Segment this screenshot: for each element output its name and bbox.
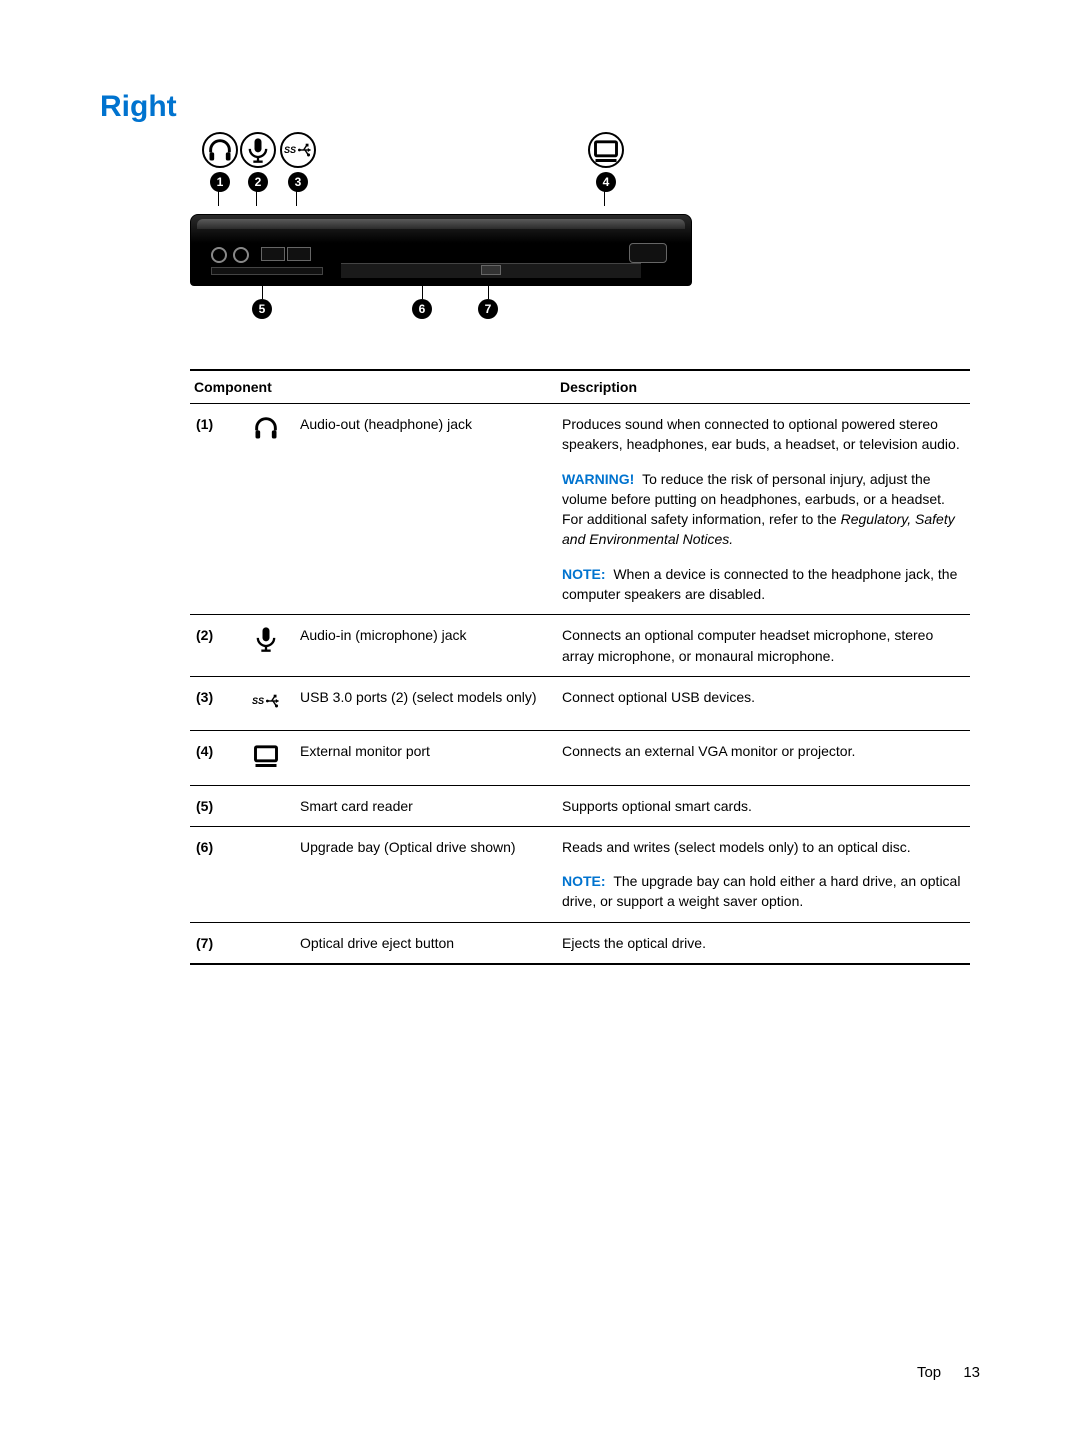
- table-row: (3) USB 3.0 ports (2) (select models onl…: [190, 676, 970, 730]
- row-component: Smart card reader: [294, 785, 556, 826]
- headphone-icon: [206, 136, 234, 164]
- right-side-figure: 1 2 3 4: [190, 144, 690, 349]
- row-number: (3): [190, 676, 238, 730]
- callout-3: 3: [280, 132, 316, 192]
- row-icon: [238, 676, 294, 730]
- row-component: USB 3.0 ports (2) (select models only): [294, 676, 556, 730]
- table-row: (1) Audio-out (headphone) jack Produces …: [190, 404, 970, 615]
- description-text: Connects an external VGA monitor or proj…: [562, 741, 964, 761]
- callout-5: 5: [252, 299, 272, 319]
- callout-2: 2: [240, 132, 276, 192]
- table-row: (5) Smart card reader Supports optional …: [190, 785, 970, 826]
- row-component: External monitor port: [294, 731, 556, 785]
- callout-4: 4: [588, 132, 624, 192]
- row-icon: [238, 731, 294, 785]
- components-table-wrap: Component Description (1) Audio-out (hea…: [190, 369, 970, 965]
- monitor-icon: [252, 741, 280, 769]
- description-text: Supports optional smart cards.: [562, 796, 964, 816]
- ss-usb-icon: [252, 687, 280, 715]
- monitor-icon: [592, 136, 620, 164]
- warning-text: WARNING! To reduce the risk of personal …: [562, 469, 964, 550]
- row-number: (4): [190, 731, 238, 785]
- row-number: (5): [190, 785, 238, 826]
- row-icon: [238, 615, 294, 677]
- description-text: Connects an optional computer headset mi…: [562, 625, 964, 666]
- row-description: Supports optional smart cards.: [556, 785, 970, 826]
- page-footer: Top 13: [917, 1364, 980, 1381]
- microphone-icon: [244, 136, 272, 164]
- row-description: Connect optional USB devices.: [556, 676, 970, 730]
- table-row: (4) External monitor port Connects an ex…: [190, 731, 970, 785]
- row-description: Ejects the optical drive.: [556, 922, 970, 964]
- table-row: (2) Audio-in (microphone) jack Connects …: [190, 615, 970, 677]
- footer-section: Top: [917, 1364, 941, 1381]
- col-component: Component: [190, 370, 556, 404]
- callout-6: 6: [412, 299, 432, 319]
- row-component: Upgrade bay (Optical drive shown): [294, 826, 556, 922]
- callout-1: 1: [202, 132, 238, 192]
- row-description: Connects an optional computer headset mi…: [556, 615, 970, 677]
- row-description: Connects an external VGA monitor or proj…: [556, 731, 970, 785]
- document-page: Right 1 2 3 4: [0, 0, 1080, 1437]
- row-component: Audio-in (microphone) jack: [294, 615, 556, 677]
- laptop-illustration: [190, 214, 692, 286]
- description-text: Produces sound when connected to optiona…: [562, 414, 964, 455]
- row-number: (1): [190, 404, 238, 615]
- description-text: Reads and writes (select models only) to…: [562, 837, 964, 857]
- note-text: NOTE: The upgrade bay can hold either a …: [562, 871, 964, 912]
- row-description: Produces sound when connected to optiona…: [556, 404, 970, 615]
- description-text: Ejects the optical drive.: [562, 933, 964, 953]
- row-number: (2): [190, 615, 238, 677]
- ss-usb-icon: [284, 136, 312, 164]
- row-description: Reads and writes (select models only) to…: [556, 826, 970, 922]
- row-icon: [238, 404, 294, 615]
- description-text: Connect optional USB devices.: [562, 687, 964, 707]
- footer-page-number: 13: [963, 1364, 980, 1381]
- section-heading: Right: [100, 90, 980, 124]
- components-table: Component Description (1) Audio-out (hea…: [190, 369, 970, 965]
- col-description: Description: [556, 370, 970, 404]
- table-row: (6) Upgrade bay (Optical drive shown) Re…: [190, 826, 970, 922]
- row-icon: [238, 922, 294, 964]
- row-number: (6): [190, 826, 238, 922]
- callout-7: 7: [478, 299, 498, 319]
- note-text: NOTE: When a device is connected to the …: [562, 564, 964, 605]
- row-icon: [238, 826, 294, 922]
- microphone-icon: [252, 625, 280, 653]
- headphone-icon: [252, 414, 280, 442]
- row-component: Audio-out (headphone) jack: [294, 404, 556, 615]
- row-icon: [238, 785, 294, 826]
- row-number: (7): [190, 922, 238, 964]
- row-component: Optical drive eject button: [294, 922, 556, 964]
- table-row: (7) Optical drive eject button Ejects th…: [190, 922, 970, 964]
